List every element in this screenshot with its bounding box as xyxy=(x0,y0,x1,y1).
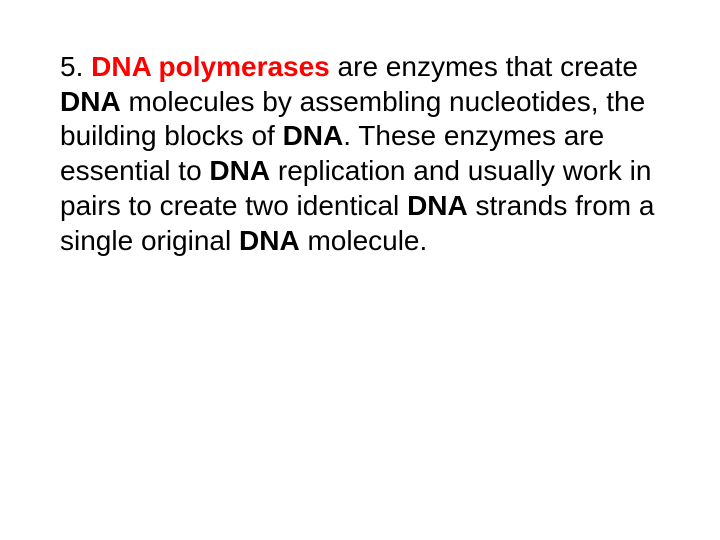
bold-dna: DNA xyxy=(283,120,344,151)
text-segment: are enzymes that create xyxy=(330,51,638,82)
bold-dna: DNA xyxy=(407,190,468,221)
list-number: 5. xyxy=(60,51,83,82)
text-segment: molecule. xyxy=(300,225,428,256)
bold-dna: DNA xyxy=(209,155,270,186)
slide-body-text: 5. DNA polymerases are enzymes that crea… xyxy=(60,50,660,258)
bold-dna: DNA xyxy=(60,86,121,117)
bold-dna: DNA xyxy=(239,225,300,256)
slide: 5. DNA polymerases are enzymes that crea… xyxy=(0,0,720,540)
term-dna-polymerases: DNA polymerases xyxy=(91,51,330,82)
